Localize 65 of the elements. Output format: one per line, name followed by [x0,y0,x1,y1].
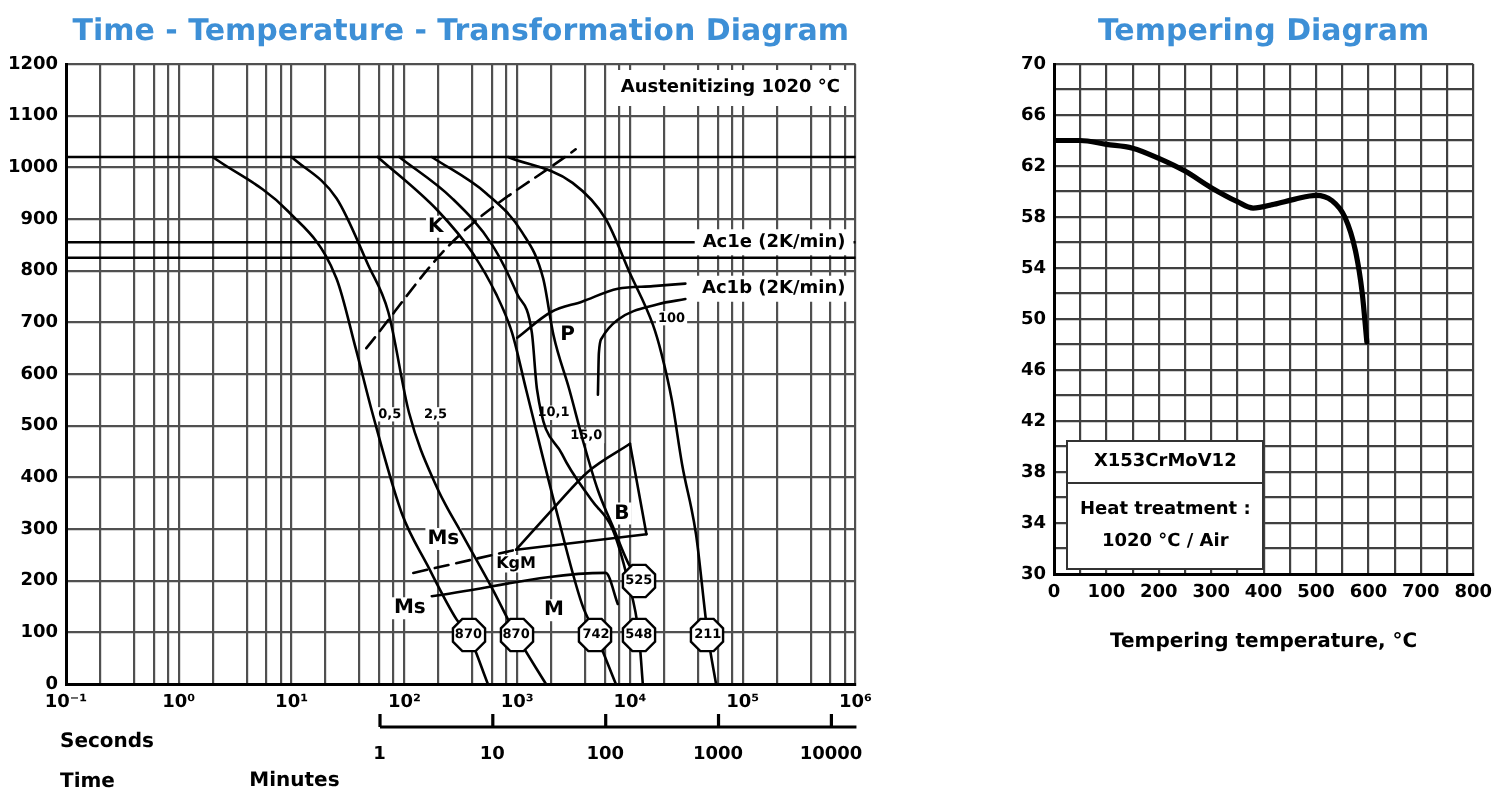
x-tick-label: 100 [1087,583,1126,604]
text: 100 [586,745,625,765]
x-tick-label: 200 [1140,583,1178,604]
y-tick-label: 1000 [7,158,58,179]
y-tick-label: 100 [20,623,58,644]
y-tick-label: 46 [1020,360,1046,381]
annotation: K [428,215,447,238]
text: 1000 [693,745,744,765]
series-label: Ms [427,528,460,551]
x-tick-label: 0 [1047,583,1061,604]
y-tick-label: 54 [1020,258,1046,279]
annotation: 1020 °C / Air [1099,530,1231,556]
x-tick-label: 10⁴ [613,693,647,714]
text: Minutes [249,770,340,792]
annotation: B [614,502,630,525]
x-tick-label: 10² [387,693,421,714]
x-tick-label: 700 [1402,583,1440,604]
y-tick-label: 58 [1020,207,1046,228]
y-tick-label: 900 [20,209,58,230]
y-tick-label: 38 [1020,462,1046,483]
y-tick-label: 62 [1020,156,1046,177]
text: 10000 [799,745,863,765]
info-box: X153CrMoV12 Heat treatment : 1020 °C / Air [1066,440,1265,570]
x-tick-label: 500 [1297,583,1335,604]
x-tick-label: 400 [1244,583,1283,604]
x-tick-label: 800 [1454,583,1493,604]
chart-title: Time - Temperature - Transformation Diagram [72,11,849,48]
ref-line-label: Ac1e (2K/min) [702,232,846,253]
x-axis-title: Tempering temperature, °C [1110,631,1418,654]
y-tick-label: 500 [20,416,58,437]
x-tick-label: 10⁵ [726,693,760,714]
x-tick-label: 10⁶ [839,693,873,714]
annotation: X153CrMoV12 [1068,442,1263,484]
text: Time [60,771,116,794]
y-tick-label: 300 [20,519,58,540]
y-tick-label: 1100 [7,106,58,127]
y-tick-label: 600 [20,364,58,385]
y-tick-label: 1200 [7,54,58,75]
x-tick-label: 300 [1192,583,1230,604]
annotation: Heat treatment : [1078,498,1253,524]
y-tick-label: 34 [1020,513,1046,534]
x-tick-label: 10⁻¹ [44,693,88,714]
y-tick-label: 800 [20,261,58,282]
annotation: P [560,324,575,347]
text: 10 [479,745,505,765]
y-tick-label: 30 [1020,564,1046,585]
y-tick-label: 70 [1020,54,1046,75]
y-tick-label: 66 [1020,105,1046,126]
chart-title: Tempering Diagram [1097,11,1430,48]
x-tick-label: 10³ [500,693,534,714]
x-tick-label: 10⁰ [162,693,196,714]
x-tick-label: 10¹ [275,693,309,714]
y-tick-label: 0 [45,674,58,695]
y-tick-label: 42 [1020,411,1046,432]
y-tick-label: 700 [20,313,58,334]
x-tick-label: 600 [1349,583,1388,604]
y-tick-label: 50 [1020,309,1046,330]
series-label: Ms [393,597,426,620]
annotation: KgM [496,553,536,572]
annotation: M [543,599,564,622]
x-axis-title: Seconds [60,731,155,754]
ref-line-label: Ac1b (2K/min) [702,279,846,300]
text: 1 [373,745,386,765]
annotation: Austenitizing 1020 °C [620,78,840,98]
y-tick-label: 400 [20,468,58,489]
